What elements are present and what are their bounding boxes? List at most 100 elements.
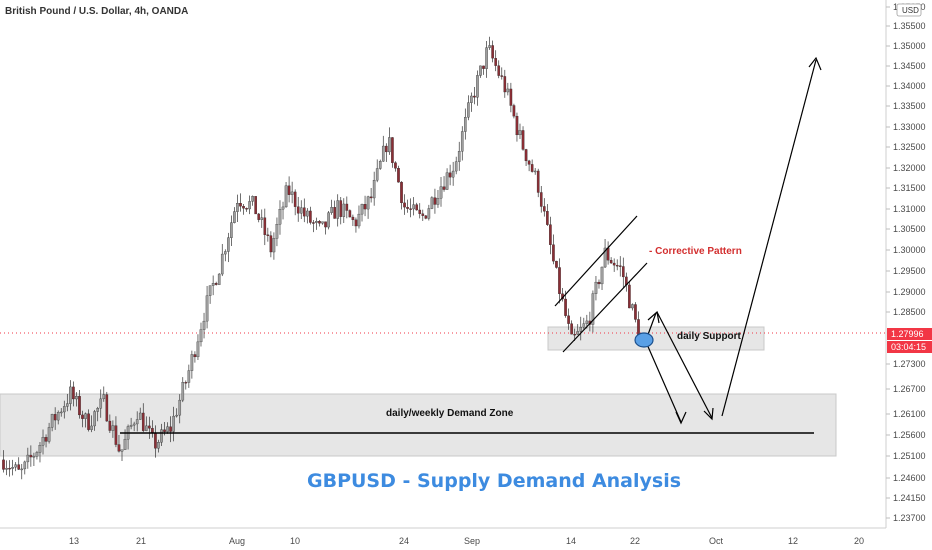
- candle-bull: [26, 454, 30, 463]
- channel-lower-line: [562, 262, 648, 353]
- candle-bull: [342, 203, 346, 217]
- candle-bear: [397, 168, 400, 183]
- candle-bull: [138, 412, 142, 420]
- candle-bear: [8, 467, 11, 470]
- currency-badge[interactable]: [896, 3, 922, 17]
- candle-bull: [306, 210, 309, 217]
- candle-bear: [17, 464, 21, 470]
- candle-bear: [448, 172, 452, 178]
- candle-bear: [154, 433, 157, 449]
- candle-bull: [135, 419, 139, 425]
- candle-bull: [32, 456, 36, 458]
- candle-bear: [348, 210, 352, 218]
- support-touch-marker: [634, 332, 654, 348]
- time-tick-label: Sep: [464, 536, 480, 546]
- candle-bear: [606, 247, 610, 261]
- candle-bull: [631, 304, 634, 309]
- candle-bull: [315, 221, 318, 223]
- candle-bear: [421, 213, 425, 216]
- candle-bull: [600, 266, 604, 285]
- candle-bull: [20, 468, 24, 471]
- demand-zone: [0, 393, 837, 457]
- candle-bear: [81, 414, 84, 419]
- candle-bear: [324, 221, 327, 228]
- candle-bear: [312, 222, 315, 224]
- candle-bull: [451, 170, 455, 178]
- price-tick-label: 1.33500: [893, 101, 926, 111]
- time-tick-label: 12: [788, 536, 798, 546]
- candle-bull: [199, 329, 203, 343]
- candle-bull: [175, 414, 178, 417]
- candle-bear: [612, 262, 616, 266]
- price-tick-label: 1.29000: [893, 287, 926, 297]
- candle-bear: [163, 429, 166, 432]
- candle-bear: [87, 413, 90, 430]
- candle-bear: [546, 211, 549, 225]
- candle-bear: [418, 209, 422, 214]
- candle-bull: [220, 253, 224, 275]
- candle-bear: [239, 203, 242, 207]
- candle-bull: [211, 283, 215, 286]
- candle-bull: [460, 131, 464, 152]
- candle-bull: [217, 273, 221, 285]
- candle-bear: [618, 265, 622, 267]
- time-tick-label: 10: [290, 536, 300, 546]
- candle-bull: [476, 75, 479, 98]
- candle-bull: [321, 221, 324, 224]
- candle-bear: [242, 206, 245, 209]
- candle-bear: [567, 315, 570, 324]
- candle-bull: [93, 411, 96, 427]
- candle-bear: [527, 160, 531, 165]
- candle-bear: [394, 162, 397, 169]
- candle-bull: [66, 403, 69, 407]
- candle-bear: [354, 219, 358, 227]
- candle-bull: [506, 88, 510, 93]
- candle-bull: [120, 449, 124, 452]
- candle-bear: [515, 115, 519, 136]
- candle-bear: [184, 382, 188, 384]
- candle-bear: [296, 206, 300, 214]
- price-tick-label: 1.32000: [893, 163, 926, 173]
- candle-bear: [333, 207, 336, 219]
- price-tick-label: 1.29500: [893, 266, 926, 276]
- price-tick-label: 1.34500: [893, 61, 926, 71]
- candle-bear: [415, 204, 419, 211]
- candle-bull: [436, 198, 440, 205]
- candle-bull: [457, 151, 461, 162]
- candle-bull: [357, 213, 361, 227]
- countdown-text: 03:04:15: [891, 342, 926, 352]
- candle-bear: [193, 354, 197, 358]
- price-axis[interactable]: 1.356501.355001.350001.345001.340001.335…: [886, 2, 926, 523]
- time-axis[interactable]: 13 21 Aug 10 24 Sep 14 22 Oct 12 20: [69, 536, 864, 546]
- support-zone: [547, 326, 765, 351]
- candle-bull: [275, 224, 279, 239]
- candle-bear: [345, 203, 349, 211]
- candle-bear: [214, 283, 218, 285]
- candle-bull: [327, 212, 330, 228]
- candle-bull: [533, 170, 537, 173]
- candle-bear: [385, 145, 388, 153]
- candle-bull: [467, 102, 470, 118]
- candle-bear: [400, 181, 403, 204]
- candle-bear: [108, 420, 112, 431]
- candle-bear: [117, 444, 121, 452]
- candle-bear: [245, 208, 248, 210]
- candle-bear: [318, 221, 321, 224]
- candle-bull: [35, 452, 39, 457]
- candle-bear: [558, 267, 561, 294]
- candle-bull: [518, 130, 522, 136]
- time-tick-label: 22: [630, 536, 640, 546]
- price-tick-label: 1.26100: [893, 409, 926, 419]
- candle-bull: [372, 179, 376, 199]
- candle-bull: [56, 412, 60, 421]
- candle-bull: [427, 208, 431, 219]
- candle-bull: [378, 161, 382, 169]
- candle-bear: [269, 235, 273, 253]
- candle-bull: [360, 204, 364, 215]
- projection-path: [645, 56, 822, 425]
- candle-bear: [628, 284, 631, 309]
- candle-bear: [391, 137, 394, 163]
- time-tick-label: Aug: [229, 536, 245, 546]
- candle-bull: [479, 65, 482, 76]
